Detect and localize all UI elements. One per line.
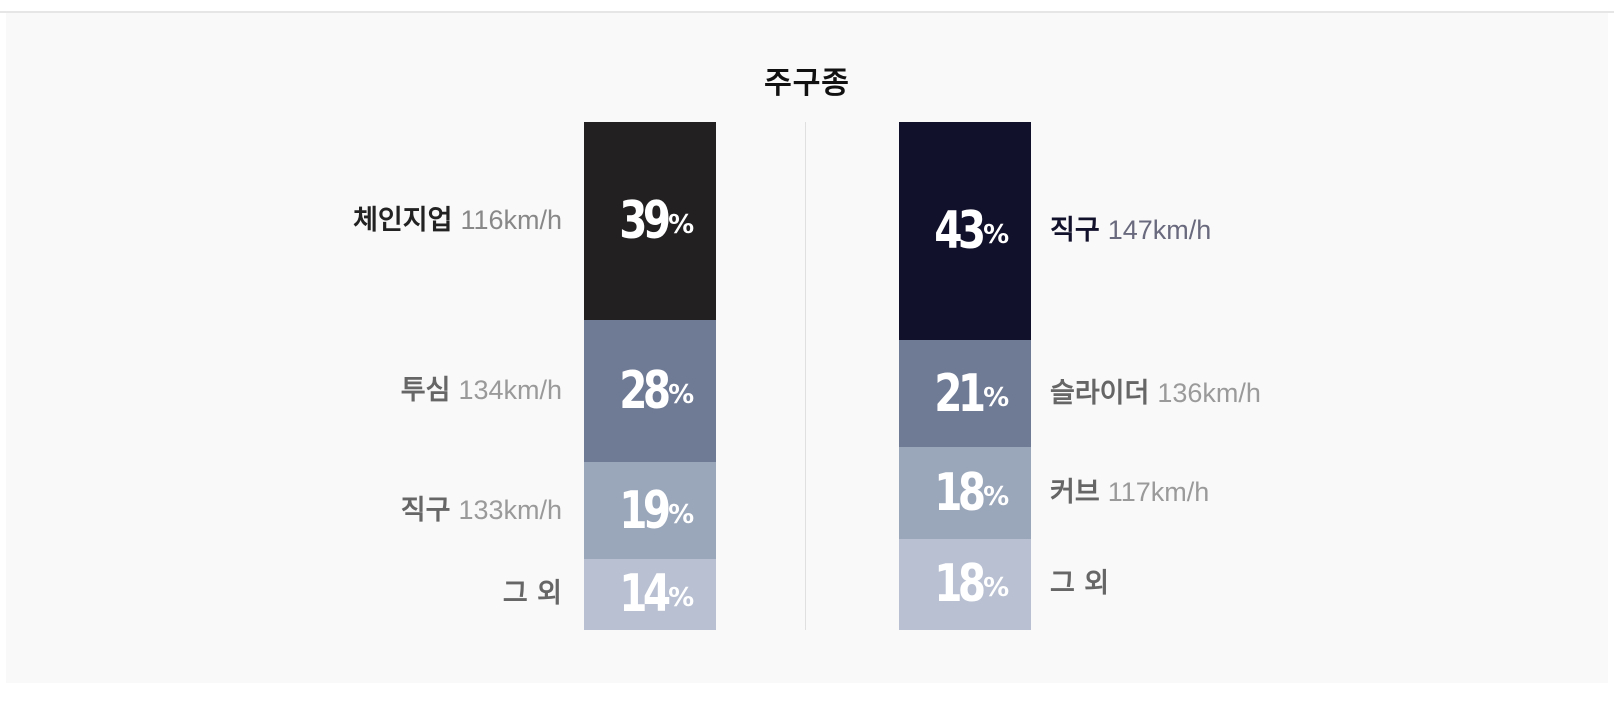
segment-value-label: 39 (619, 191, 671, 252)
percent-symbol: % (983, 382, 1010, 413)
pitch-name: 그 외 (502, 578, 562, 610)
pitch-speed: 134km/h (458, 375, 562, 406)
percent-symbol: % (668, 210, 695, 241)
pitch-name: 그 외 (1050, 568, 1110, 600)
chart-title: 주구종 (764, 66, 850, 101)
pitch-label: 슬라이더 136km/h (1050, 377, 1261, 409)
segment-value-label: 19 (619, 480, 671, 541)
center-divider (805, 122, 806, 630)
bar-segment: 18% (899, 447, 1031, 539)
percent-symbol: % (983, 481, 1010, 512)
pitch-name: 투심 (400, 375, 451, 407)
pitch-label: 투심 134km/h (400, 375, 562, 407)
percent-symbol: % (983, 220, 1010, 251)
segment-value-label: 18 (934, 462, 986, 523)
pitch-label: 커브 117km/h (1050, 476, 1210, 508)
top-rule (0, 11, 1614, 13)
pitch-speed: 117km/h (1107, 476, 1210, 507)
bar-segment: 21% (899, 340, 1031, 448)
segment-value-label: 14 (619, 564, 671, 625)
segment-value-label: 18 (934, 554, 986, 615)
pitch-label: 체인지업 116km/h (353, 205, 562, 237)
pitch-name: 슬라이더 (1050, 377, 1150, 409)
bar-segment: 19% (584, 462, 716, 559)
pitch-name: 직구 (1050, 215, 1100, 247)
percent-symbol: % (668, 380, 695, 411)
pitch-speed: 133km/h (458, 494, 562, 525)
pitch-speed: 147km/h (1107, 215, 1212, 246)
left-pitch-column: 39% 28% 19% 14% (584, 122, 716, 630)
pitch-label: 직구 147km/h (1050, 215, 1212, 247)
chart-panel (6, 13, 1608, 683)
segment-value-label: 28 (619, 361, 671, 422)
percent-symbol: % (668, 583, 695, 614)
pitch-name: 커브 (1050, 476, 1100, 508)
bar-segment: 28% (584, 320, 716, 463)
pitch-name: 직구 (400, 494, 451, 526)
bar-segment: 14% (584, 558, 716, 630)
percent-symbol: % (668, 499, 695, 530)
percent-symbol: % (983, 573, 1010, 604)
segment-value-label: 43 (934, 201, 986, 262)
pitch-label: 그 외 (503, 580, 562, 607)
bar-segment: 43% (899, 122, 1031, 341)
pitch-name: 체인지업 (353, 205, 453, 237)
segment-value-label: 21 (934, 363, 986, 424)
pitch-label: 그 외 (1050, 570, 1109, 597)
pitch-speed: 136km/h (1157, 377, 1261, 408)
pitch-label: 직구 133km/h (400, 494, 562, 526)
pitch-speed: 116km/h (460, 205, 562, 236)
bar-segment: 39% (584, 122, 716, 321)
bar-segment: 18% (899, 538, 1031, 630)
right-pitch-column: 43% 21% 18% 18% (899, 122, 1031, 630)
